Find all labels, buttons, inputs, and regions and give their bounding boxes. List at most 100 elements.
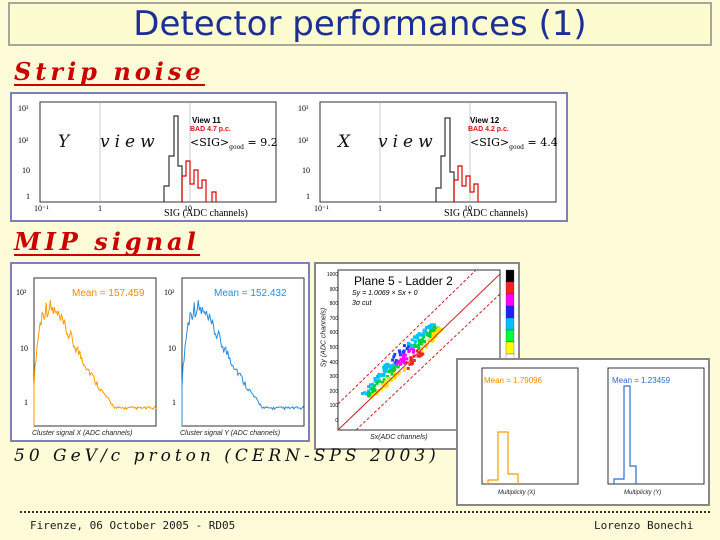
scatter-cell: [412, 348, 415, 352]
scatter-cell: [373, 379, 377, 383]
scatter-cell: [392, 370, 396, 374]
scatter-cell: [398, 353, 402, 357]
mip-hist-x: [33, 300, 157, 426]
footer-right: Lorenzo Bonechi: [594, 519, 694, 532]
bad-label-y: BAD 4.7 p.c.: [190, 126, 231, 133]
scatter-cell: [377, 379, 381, 383]
scatter-cell: [425, 332, 429, 336]
scatter-cell: [427, 339, 431, 343]
scatter-cell: [396, 365, 400, 369]
scatter-cell: [413, 340, 417, 343]
ytick: 1: [306, 192, 310, 201]
xtick: 1: [98, 204, 102, 213]
scatter-cell: [420, 337, 424, 341]
mip-xlabel-y: Cluster signal Y (ADC channels): [180, 430, 281, 437]
scatter-cell: [425, 345, 428, 349]
multiplicity-hist-y: [613, 385, 637, 484]
scatter-cell: [418, 351, 422, 355]
noise-hist-good-x: [435, 117, 455, 202]
slide-title: Detector performances (1): [133, 4, 587, 44]
scatter-cell: [373, 384, 377, 388]
mip-mean-x: Mean = 157.459: [72, 288, 145, 299]
noise-plot-x: 10³ 10² 10 1 10⁻¹ 1 10 SIG (ADC channels…: [294, 96, 566, 220]
scatter-cell: [382, 373, 385, 376]
scatter-cell: [373, 377, 377, 380]
mip-plot-y-svg: [181, 277, 305, 427]
scatter-cell: [372, 386, 376, 389]
scatter-cell: [417, 347, 421, 350]
ytick: 200: [329, 388, 338, 395]
scatter-cell: [422, 331, 426, 335]
sigma-label-y: <SIG>good = 9.2: [190, 136, 278, 152]
scatter-cell: [414, 336, 418, 340]
view-word-y: view: [100, 132, 160, 152]
scatter-cell: [391, 358, 395, 362]
fit-label: Sy = 1.0069 × Sx + 0: [352, 290, 418, 297]
palette-swatch: [505, 305, 515, 319]
scatter-cell: [393, 352, 397, 356]
cut-line-lower: [355, 293, 501, 431]
scatter-cell: [428, 331, 432, 335]
scatter-cell: [388, 364, 392, 368]
multiplicity-hist-x: [487, 431, 519, 484]
fit-line: [337, 273, 501, 431]
scatter-cell: [380, 380, 384, 384]
scatter-cell: [422, 335, 426, 339]
xtick: 10⁻¹: [314, 204, 329, 213]
multiplicity-xlabel-y: Multiplicity (Y): [624, 490, 662, 496]
scatter-cell: [427, 326, 431, 330]
scatter-cell: [425, 326, 429, 329]
palette-swatch: [505, 329, 515, 343]
scatter-cell: [386, 374, 390, 378]
scatter-cell: [420, 349, 424, 353]
scatter-cell: [403, 353, 407, 357]
noise-hist-bad-x: [453, 165, 479, 202]
scatter-cell: [405, 357, 409, 361]
scatter-cell: [410, 338, 414, 342]
scatter-cell: [430, 323, 434, 327]
scatter-cell: [371, 393, 375, 397]
scatter-cell: [392, 368, 395, 372]
scatter-cell: [407, 341, 410, 345]
bad-label-x: BAD 4.2 p.c.: [468, 126, 509, 133]
scatter-cell: [367, 385, 371, 389]
xtick: 10: [464, 204, 472, 213]
multiplicity-plot-y: Mean = 1.23459 Multiplicity (Y): [586, 362, 708, 504]
scatter-cell: [403, 361, 407, 365]
cut-line-upper: [337, 269, 477, 405]
multiplicity-plot-x: Mean = 1.79096 Multiplicity (X): [460, 362, 582, 504]
scatter-cell: [417, 339, 421, 343]
scatter-cell: [432, 337, 435, 341]
scatter-cell: [428, 334, 432, 338]
scatter-cell: [408, 349, 411, 353]
palette-swatch: [505, 293, 515, 307]
ytick: 10²: [164, 288, 175, 297]
scatter-cell: [382, 378, 386, 382]
scatter-cell: [422, 340, 426, 343]
scatter-cell: [398, 362, 402, 366]
scatter-cell: [382, 365, 386, 369]
scatter-cell: [429, 326, 433, 330]
noise-plot-x-svg: [319, 101, 557, 203]
noise-hist-bad-y: [181, 160, 217, 202]
scatter-cell: [401, 358, 405, 362]
mip-plot-x: 10² 10 1 Mean = 157.459 Cluster signal X…: [14, 266, 160, 440]
color-palette: [505, 269, 515, 367]
scatter-cell: [416, 336, 420, 340]
ytick: 1000: [326, 272, 338, 278]
scatter-cell: [400, 360, 404, 364]
scatter-cell: [382, 369, 386, 373]
ytick: 700: [329, 315, 338, 322]
ytick: 800: [329, 301, 338, 308]
view-letter-x: X: [338, 132, 356, 152]
section-strip-noise: Strip noise: [14, 57, 205, 86]
scatter-cell: [433, 325, 437, 329]
scatter-cell: [415, 334, 419, 338]
noise-hist-good-y: [163, 115, 183, 202]
scatter-cell: [390, 372, 394, 376]
scatter-cell: [386, 365, 390, 369]
multiplicity-xlabel-x: Multiplicity (X): [498, 490, 536, 496]
palette-swatch: [505, 281, 515, 295]
scatter-cell: [368, 383, 372, 387]
multiplicity-mean-y: Mean = 1.23459: [612, 376, 671, 385]
